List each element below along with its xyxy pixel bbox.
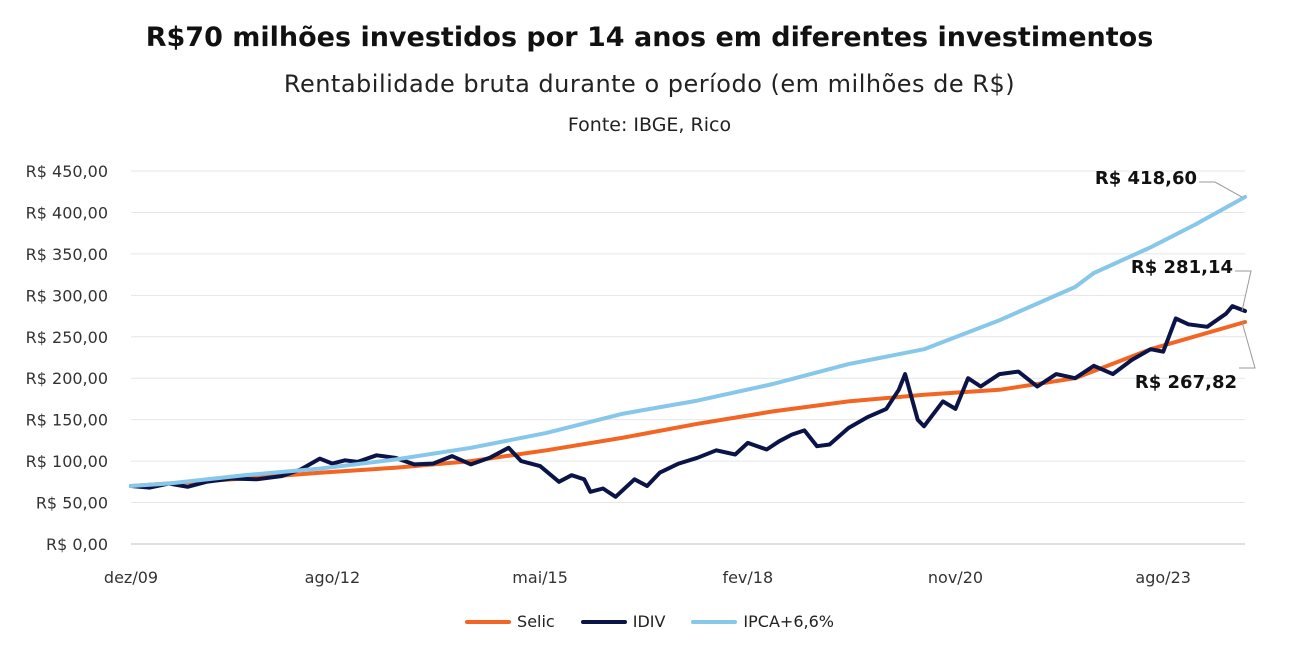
gridlines: [131, 170, 1245, 504]
legend-swatch: [580, 619, 627, 624]
annotation-leader: [1235, 270, 1252, 312]
legend-label: Selic: [517, 612, 555, 631]
x-tick-label: mai/15: [512, 568, 568, 587]
y-tick-label: R$ 150,00: [26, 411, 108, 430]
annotation-label: R$ 267,82: [1135, 372, 1237, 393]
y-tick-label: R$ 200,00: [26, 369, 108, 388]
legend: Selic IDIV IPCA+6,6%: [0, 612, 1299, 631]
legend-label: IPCA+6,6%: [743, 612, 834, 631]
y-tick-label: R$ 350,00: [26, 245, 108, 264]
y-tick-label: R$ 50,00: [36, 494, 108, 513]
end-annotations: R$ 418,60 R$ 281,14 R$ 267,82: [1095, 168, 1256, 393]
chart-title: R$70 milhões investidos por 14 anos em d…: [145, 22, 1154, 53]
annotation-leader: [1199, 181, 1243, 198]
annotation-leader: [1239, 321, 1256, 369]
annotation-label: R$ 281,14: [1131, 257, 1233, 278]
y-tick-label: R$ 100,00: [26, 452, 108, 471]
x-tick-label: fev/18: [722, 568, 773, 587]
y-tick-label: R$ 250,00: [26, 328, 108, 347]
series-lines: [129, 195, 1247, 499]
legend-label: IDIV: [632, 612, 666, 631]
x-tick-label: dez/09: [104, 568, 158, 587]
chart-subtitle: Rentabilidade bruta durante o período (e…: [283, 70, 1016, 98]
series-line-2: [129, 195, 1247, 488]
series-line-1: [129, 304, 1247, 499]
y-tick-label: R$ 450,00: [26, 162, 108, 181]
x-tick-label: ago/12: [305, 568, 361, 587]
x-tick-label: nov/20: [928, 568, 983, 587]
chart-source: Fonte: IBGE, Rico: [567, 114, 732, 136]
legend-swatch: [691, 619, 738, 624]
legend-item: Selic: [465, 612, 555, 631]
legend-item: IPCA+6,6%: [691, 612, 834, 631]
x-axis-ticks: dez/09 ago/12 mai/15 fev/18 nov/20 ago/23: [104, 568, 1191, 587]
y-tick-label: R$ 300,00: [26, 286, 108, 305]
y-axis-ticks: R$ 0,00 R$ 50,00 R$ 100,00 R$ 150,00 R$ 200,…: [26, 162, 108, 554]
x-tick-label: ago/23: [1135, 568, 1191, 587]
legend-swatch: [465, 619, 512, 624]
y-tick-label: R$ 400,00: [26, 203, 108, 222]
legend-item: IDIV: [580, 612, 666, 631]
annotation-label: R$ 418,60: [1095, 168, 1197, 189]
y-tick-label: R$ 0,00: [46, 535, 108, 554]
